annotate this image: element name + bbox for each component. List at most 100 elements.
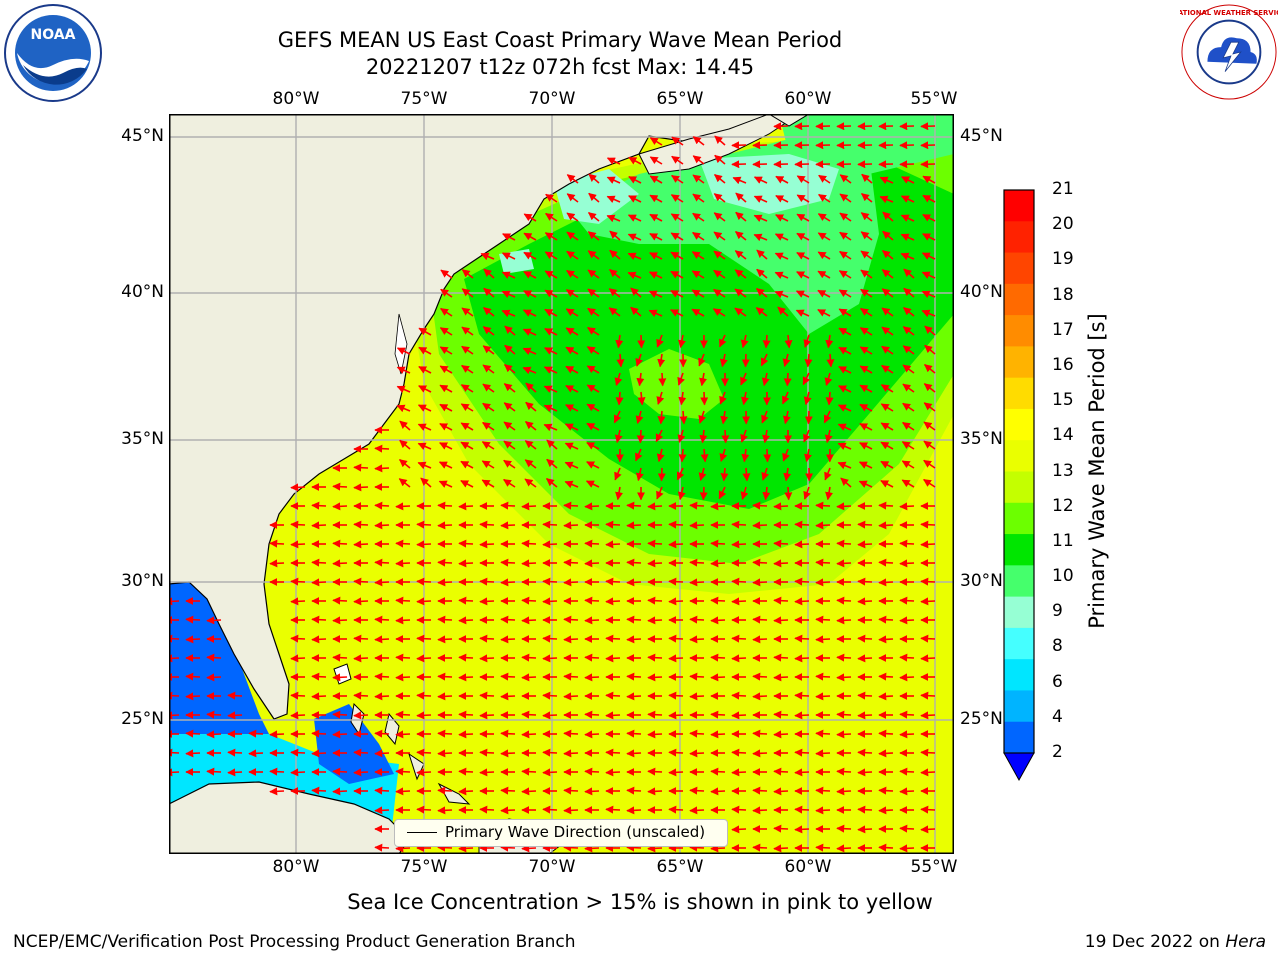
wave-arrow [565,404,579,412]
wave-arrow [692,174,705,184]
wave-arrow [860,192,873,203]
wave-arrow [741,353,750,368]
wave-arrow [416,748,432,757]
wave-arrow [752,692,768,701]
wave-arrow [838,385,852,393]
wave-arrow [839,174,852,184]
wave-arrow [395,844,411,853]
wave-arrow [857,805,873,814]
wave-arrow [657,410,666,425]
wave-arrow [482,364,495,374]
wave-arrow [613,410,622,424]
wave-arrow [671,136,684,146]
wave-arrow [731,540,747,549]
wave-arrow [796,251,810,260]
wave-arrow [668,634,684,643]
wave-arrow [656,486,664,500]
wave-arrow [920,825,936,834]
colorbar-band [1004,377,1034,410]
wave-arrow [647,844,663,853]
wave-arrow [773,559,789,568]
wave-arrow [878,558,894,567]
wave-arrow [609,230,621,241]
wave-arrow [311,635,327,644]
wave-arrow [395,502,411,511]
wave-arrow [900,233,915,242]
wave-arrow [692,136,705,146]
wave-arrow [881,364,894,374]
wave-arrow [691,251,705,260]
wave-arrow [775,214,789,222]
wave-arrow [817,251,831,260]
wave-arrow [500,786,516,795]
wave-arrow [671,155,684,165]
wave-arrow [605,768,621,777]
wave-arrow [782,353,791,367]
wave-arrow [269,559,285,568]
lon-label-bottom: 70°W [528,857,576,877]
wave-arrow [782,391,790,405]
wave-arrow [542,634,558,643]
wave-arrow [587,250,600,260]
wave-arrow [566,250,579,260]
wave-arrow [860,250,873,260]
wave-arrow [656,448,665,463]
wave-arrow [714,154,726,165]
wave-arrow [815,558,831,567]
wave-arrow [479,805,495,814]
wave-arrow [563,672,579,681]
wave-arrow [762,486,771,501]
wave-arrow [185,729,201,738]
wave-arrow [691,308,705,317]
wave-arrow [437,843,453,852]
colorbar-band [1004,502,1034,535]
wave-arrow [815,615,831,624]
wave-arrow [689,521,705,530]
wave-arrow [817,232,831,241]
wave-arrow [731,634,747,643]
wave-arrow [605,634,621,643]
wave-arrow [881,326,894,336]
wave-arrow [614,467,622,481]
wave-arrow [483,287,495,298]
wave-arrow [878,843,894,852]
wave-arrow [774,290,789,299]
wave-arrow [438,461,453,469]
wave-arrow [668,577,684,586]
lat-label-left: 30°N [121,571,164,591]
wave-arrow [437,521,453,530]
wave-arrow [524,420,537,431]
wave-arrow [398,458,411,469]
wave-arrow [563,749,579,758]
wave-arrow [461,288,474,298]
wave-arrow [901,460,915,469]
colorbar-tick-label: 9 [1052,601,1063,622]
wave-arrow [169,654,180,663]
wave-arrow [815,843,831,852]
wave-arrow [290,483,306,492]
wave-arrow [920,768,936,777]
chart-subtitle: 20221207 t12z 072h fcst Max: 14.45 [365,55,755,79]
wave-arrow [501,309,516,318]
wave-arrow [698,353,706,367]
wave-arrow [374,521,390,530]
wave-arrow [584,844,600,853]
wave-arrow [439,346,453,355]
wave-arrow [899,596,915,605]
wave-arrow [524,459,537,469]
wave-arrow [773,730,789,739]
wave-arrow [839,250,852,260]
wave-arrow [900,252,915,261]
wave-arrow [710,616,726,625]
wave-arrow [668,768,684,777]
wave-arrow [803,391,812,406]
wave-arrow [903,287,915,298]
wave-arrow [586,422,600,431]
wave-arrow [803,429,811,443]
wave-arrow [782,448,790,462]
wave-arrow [920,748,936,757]
colorbar-tick-label: 19 [1052,249,1074,270]
wave-arrow [794,520,810,529]
wave-arrow [479,768,495,777]
wave-arrow [857,654,873,663]
